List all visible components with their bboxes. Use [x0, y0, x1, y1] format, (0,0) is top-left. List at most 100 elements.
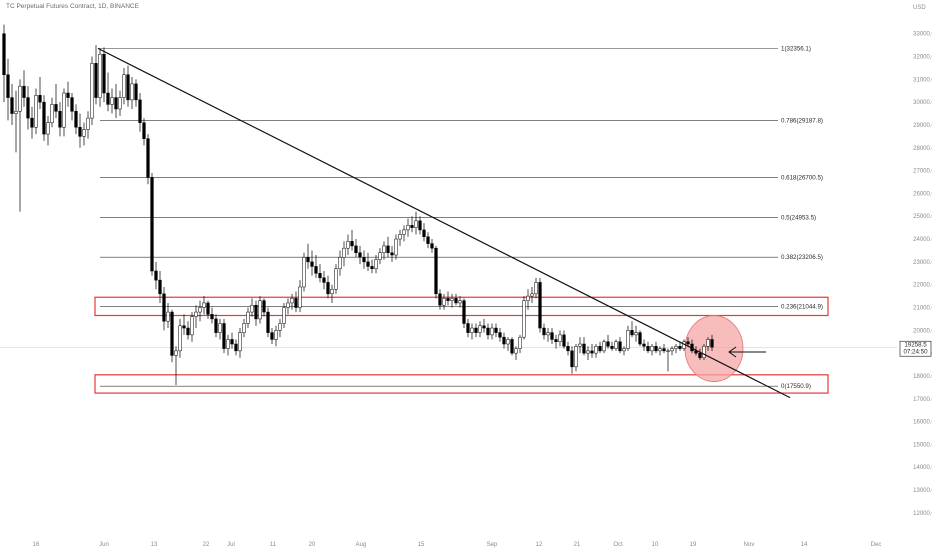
candle [326, 275, 330, 299]
candle-body-down [266, 311, 270, 333]
y-tick-label: 16000.0 [913, 420, 932, 426]
candle-body-up [382, 245, 386, 253]
candle [302, 252, 306, 292]
candle [94, 45, 98, 105]
candle [426, 232, 430, 249]
candle [518, 334, 522, 354]
candle-body-up [602, 341, 606, 352]
time-axis[interactable]: 16 Jun 13 22 Jul 11 20 Aug 15 Sep 12 21 Oct 10 19 Nov 14… [33, 542, 882, 548]
candle [626, 325, 630, 351]
candle-body-up [198, 307, 202, 313]
candle-body-down [462, 300, 466, 324]
candle-body-up [202, 302, 206, 308]
candle [502, 332, 506, 349]
candle [454, 293, 458, 306]
candle [162, 286, 166, 331]
candle [238, 328, 242, 358]
candle [318, 264, 322, 283]
trendline-layer [97, 47, 791, 399]
candle-body-up [398, 234, 402, 240]
candle [462, 298, 466, 329]
x-tick-label: Aug [356, 542, 367, 548]
candle [322, 271, 326, 290]
candle-body-down [2, 33, 6, 76]
candle [230, 332, 234, 349]
candle [82, 122, 86, 146]
candle-body-up [450, 298, 454, 301]
candle [582, 337, 586, 356]
candle [598, 341, 602, 354]
candle [298, 280, 302, 313]
candle [362, 250, 366, 269]
candle [642, 339, 646, 351]
candle [110, 88, 114, 114]
candle-body-down [106, 92, 110, 105]
candle [78, 113, 82, 148]
candle-body-up [122, 74, 126, 98]
candle [102, 47, 106, 103]
candle [506, 337, 510, 351]
candle [306, 243, 310, 269]
candle [402, 225, 406, 242]
candle-body-down [438, 293, 442, 306]
candle [46, 115, 50, 146]
fib-level-label: 0.382(23206.5) [781, 254, 823, 261]
candle-body-up [634, 332, 638, 336]
price-axis[interactable]: USD 33000.0 32000.0 31000.0 30000.0 29000.0 28… [913, 5, 932, 517]
candle-body-up [190, 316, 194, 336]
candle [254, 300, 258, 326]
candle-body-down [102, 53, 106, 94]
candle-body-up [98, 53, 102, 98]
y-tick-label: 28000.0 [913, 146, 932, 152]
candle [434, 245, 438, 299]
candle [18, 79, 22, 212]
candle-body-down [446, 298, 450, 301]
candle-body-down [418, 220, 422, 231]
fib-level-label: 0(17550.9) [781, 383, 811, 390]
candle [150, 172, 154, 276]
y-tick-label: 29000.0 [913, 123, 932, 129]
candle [386, 236, 390, 258]
candle-body-up [490, 327, 494, 336]
candle-body-down [642, 343, 646, 347]
y-tick-label: 15000.0 [913, 442, 932, 448]
candle-body-down [606, 341, 610, 347]
candle-body-down [126, 74, 130, 101]
candle [178, 318, 182, 358]
candle-body-up [478, 325, 482, 333]
candle [646, 341, 650, 354]
candle-body-down [362, 257, 366, 263]
candle-body-up [526, 295, 530, 301]
candle-body-up [14, 111, 18, 114]
candle-body-up [578, 343, 582, 347]
candle [226, 334, 230, 356]
candle [186, 321, 190, 340]
candle-body-down [698, 352, 702, 358]
candle [414, 211, 418, 235]
fib-level-label: 0.5(24953.5) [781, 214, 816, 221]
candle [378, 248, 382, 265]
y-tick-label: 18000.0 [913, 374, 932, 380]
candle [50, 97, 54, 128]
candle-body-down [422, 229, 426, 238]
candle-body-up [378, 252, 382, 260]
candle [706, 337, 710, 351]
candle [206, 300, 210, 319]
y-tick-label: 14000.0 [913, 465, 932, 471]
candle-body-up [282, 307, 286, 324]
candle-body-up [702, 346, 706, 358]
candle [666, 348, 670, 372]
candle-body-up [546, 332, 550, 336]
candle [622, 346, 626, 356]
candle [546, 328, 550, 342]
candle [562, 330, 566, 349]
candle [394, 234, 398, 260]
candle [6, 58, 10, 121]
candle [222, 318, 226, 354]
candle [282, 302, 286, 329]
candle-body-down [610, 346, 614, 349]
candle-body-down [646, 346, 650, 352]
candle [358, 245, 362, 265]
candle [70, 93, 74, 121]
